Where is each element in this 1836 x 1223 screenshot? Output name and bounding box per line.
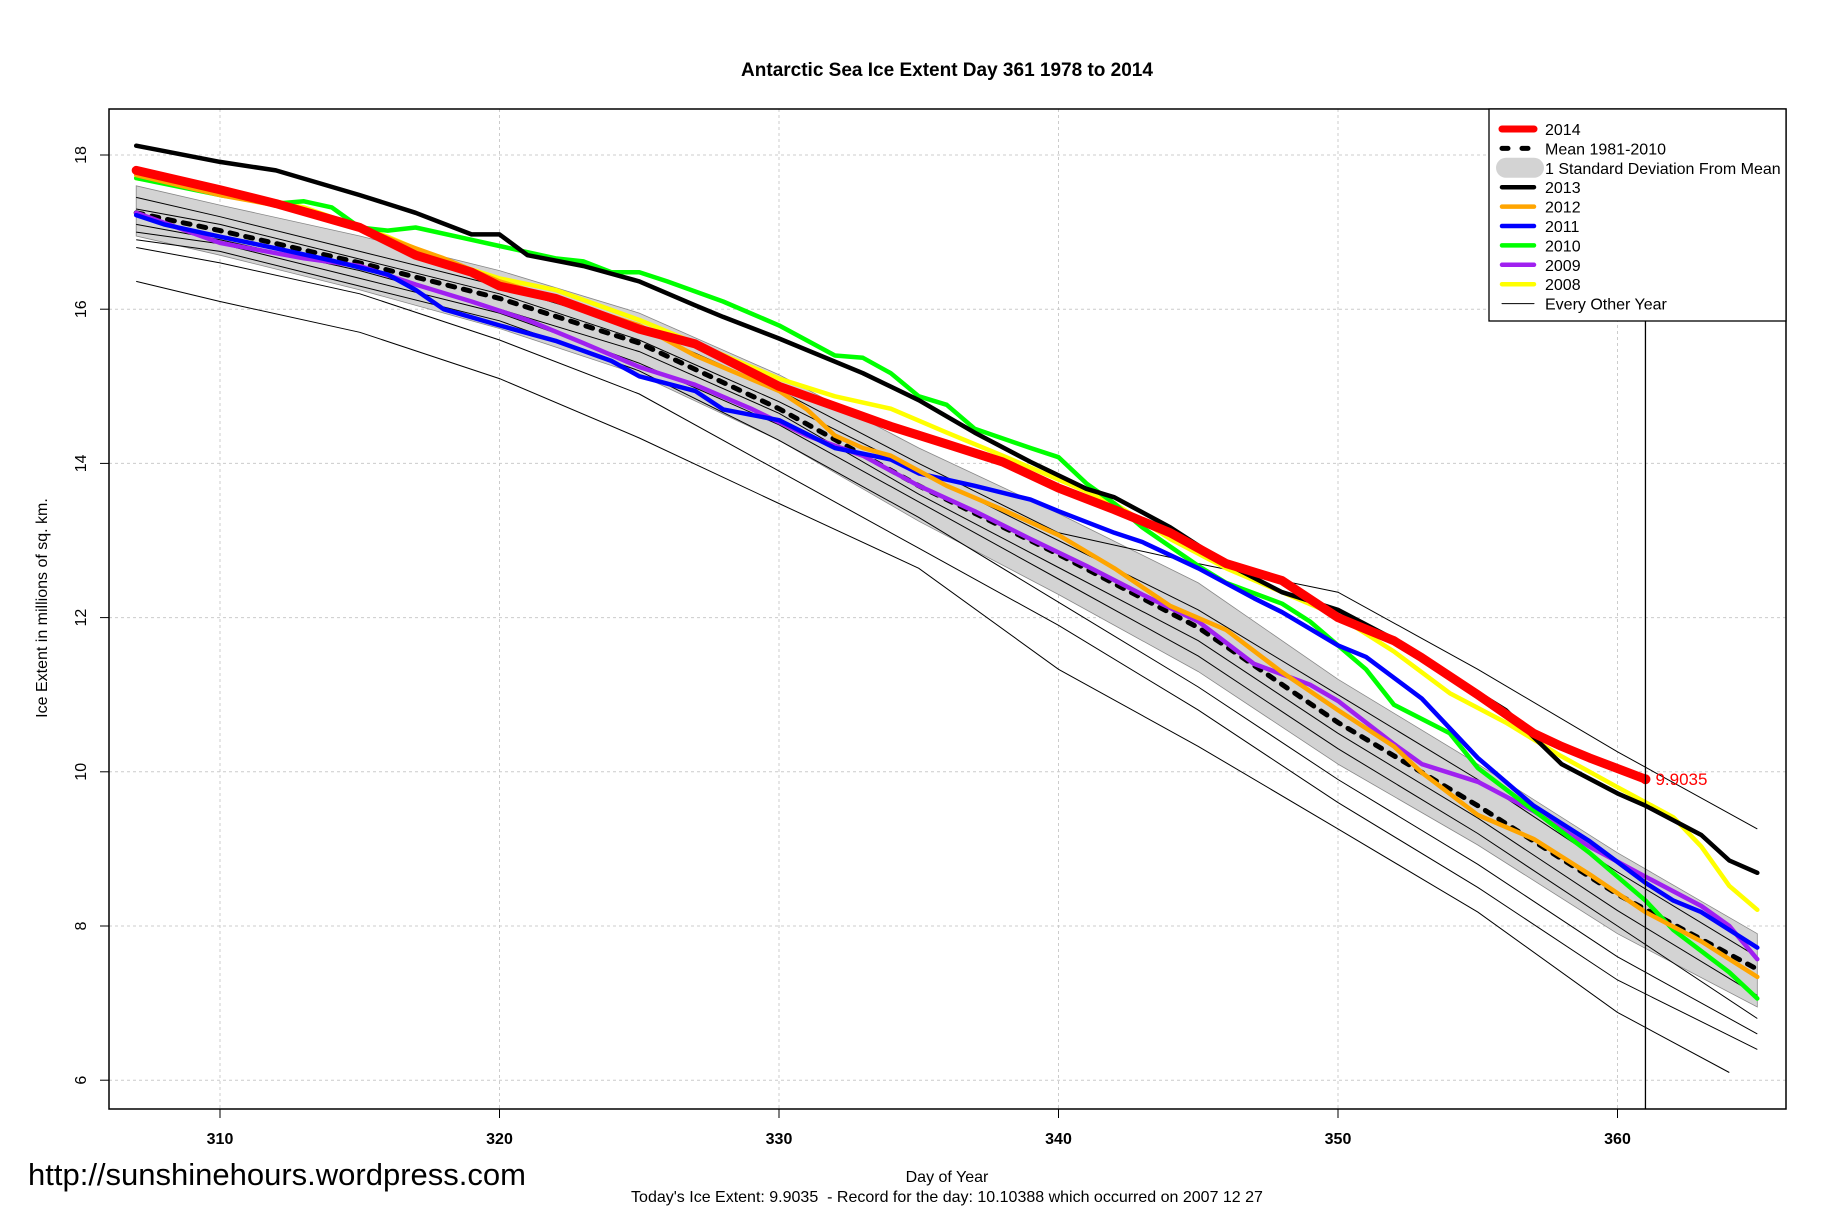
other-years — [136, 196, 1758, 1073]
x-tick-label: 310 — [207, 1131, 234, 1148]
footnote: Today's Ice Extent: 9.9035 - Record for … — [631, 1189, 1263, 1206]
other-year-line — [136, 280, 1730, 1073]
other-year-line — [136, 247, 1758, 1050]
series-line-2013 — [133, 143, 1760, 876]
legend-label: 2013 — [1545, 180, 1581, 197]
legend: 2014 Mean 1981-2010 1 Standard Deviation F… — [1488, 108, 1787, 322]
watermark-url: http://sunshinehours.wordpress.com — [28, 1157, 526, 1192]
sd-band — [135, 185, 1758, 1008]
current-value-label: 9.9035 — [1655, 770, 1707, 789]
y-tick-label: 10 — [73, 763, 90, 781]
x-tick-label: 350 — [1325, 1131, 1352, 1148]
y-tick-label: 18 — [73, 146, 90, 164]
x-axis-label: Day of Year — [906, 1169, 989, 1186]
other-year-line — [136, 231, 1758, 1019]
legend-label: Mean 1981-2010 — [1545, 141, 1666, 158]
series-line-2012 — [133, 172, 1760, 980]
series-line-2014 — [131, 165, 1650, 784]
y-tick-label: 6 — [73, 1076, 90, 1085]
other-year-line — [136, 223, 1758, 996]
legend-swatch — [1496, 157, 1544, 178]
legend-label: 2011 — [1545, 219, 1580, 236]
y-tick-label: 8 — [73, 921, 90, 930]
year-series — [131, 143, 1760, 1001]
legend-label: 2012 — [1545, 200, 1581, 217]
x-tick-label: 320 — [486, 1131, 513, 1148]
x-tick-label: 330 — [766, 1131, 793, 1148]
legend-label: 2014 — [1545, 122, 1581, 139]
legend-label: 2009 — [1545, 258, 1581, 275]
x-tick-label: 340 — [1045, 1131, 1072, 1148]
legend-label: 2010 — [1545, 238, 1581, 255]
y-axis-label: Ice Extent in millions of sq. km. — [34, 498, 51, 718]
series-line-2010 — [133, 175, 1760, 1001]
y-tick-label: 16 — [73, 300, 90, 318]
x-tick-label: 360 — [1604, 1131, 1631, 1148]
other-year-line — [136, 239, 1758, 1035]
legend-label: 1 Standard Deviation From Mean — [1545, 161, 1781, 178]
x-axis: 310 320 330 340 350 360 — [207, 1109, 1631, 1148]
other-year-line — [136, 196, 1758, 830]
series-line-2011 — [133, 212, 1760, 950]
chart-title: Antarctic Sea Ice Extent Day 361 1978 to… — [741, 60, 1153, 81]
y-tick-label: 14 — [73, 454, 90, 472]
legend-label: Every Other Year — [1545, 297, 1668, 314]
sd-band-area — [135, 185, 1758, 1008]
plot-frame — [108, 108, 1787, 1110]
y-tick-label: 12 — [73, 609, 90, 627]
legend-label: 2008 — [1545, 277, 1581, 294]
y-axis: 6 8 10 12 14 16 18 — [73, 146, 109, 1085]
legend-box — [1488, 108, 1787, 322]
